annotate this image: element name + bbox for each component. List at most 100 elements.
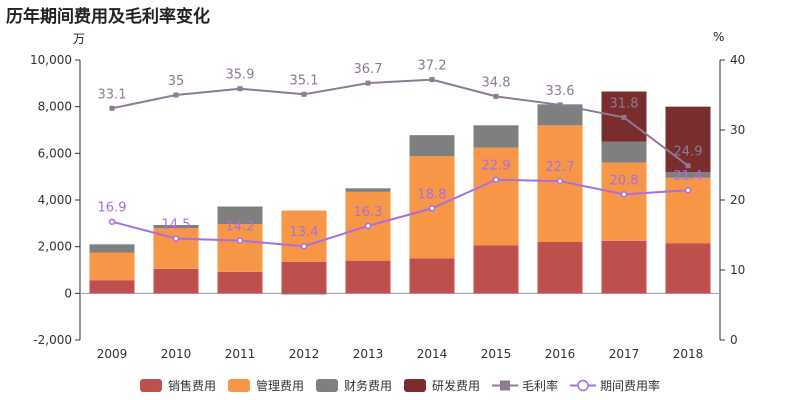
left-axis-tick-label: 6,000 xyxy=(38,146,72,160)
gross-margin-point xyxy=(621,114,627,120)
x-axis-tick-label: 2012 xyxy=(289,347,320,361)
bar-segment-1 xyxy=(281,210,327,262)
x-axis-tick-label: 2015 xyxy=(481,347,512,361)
bar-segment-0 xyxy=(281,261,327,294)
gross-margin-point xyxy=(685,163,691,169)
gross-margin-label: 35 xyxy=(168,74,185,89)
right-axis-unit: % xyxy=(713,30,725,44)
chart-title: 历年期间费用及毛利率变化 xyxy=(6,7,210,27)
right-axis-tick-label: 10 xyxy=(730,263,745,277)
x-axis-tick-label: 2009 xyxy=(97,347,128,361)
bar-segment-2 xyxy=(409,135,455,157)
x-axis-tick-label: 2011 xyxy=(225,347,256,361)
expense-ratio-label: 21.4 xyxy=(674,169,703,184)
bar-segment-0 xyxy=(89,280,135,294)
expense-ratio-point xyxy=(492,176,500,183)
expense-ratio-label: 13.4 xyxy=(290,225,319,240)
expense-ratio-point xyxy=(684,186,692,194)
right-axis-tick-label: 40 xyxy=(730,53,745,67)
right-axis-tick-label: 0 xyxy=(730,333,738,347)
gross-margin-point xyxy=(557,102,563,108)
expense-ratio-label: 18.8 xyxy=(418,187,447,202)
gross-margin-label: 34.8 xyxy=(482,75,511,90)
line-series-1 xyxy=(111,178,689,248)
gross-margin-point xyxy=(109,105,115,111)
legend-label-rnd: 研发费用 xyxy=(432,379,481,393)
gross-margin-label: 35.1 xyxy=(290,73,319,88)
expense-ratio-point xyxy=(108,218,116,225)
legend-swatch-sales xyxy=(140,379,162,392)
gross-margin-label: 24.9 xyxy=(674,145,703,160)
legend-item-expense-ratio[interactable]: 期间费用率 xyxy=(570,377,660,394)
legend-item-sales[interactable]: 销售费用 xyxy=(140,377,216,394)
legend-item-gross-margin[interactable]: 毛利率 xyxy=(492,377,558,394)
legend-item-rnd[interactable]: 研发费用 xyxy=(404,377,480,394)
legend-label-expense-ratio: 期间费用率 xyxy=(600,379,661,393)
legend-item-admin[interactable]: 管理费用 xyxy=(228,377,304,394)
bar-segment-2 xyxy=(89,244,135,253)
expense-ratio-point xyxy=(300,242,308,250)
left-axis-tick-label: 2,000 xyxy=(38,240,72,254)
x-axis-tick-label: 2013 xyxy=(353,347,384,361)
legend: 销售费用 管理费用 财务费用 研发费用 毛利率 期间费用率 xyxy=(0,377,800,397)
legend-swatch-admin xyxy=(228,379,250,392)
legend-swatch-finance xyxy=(316,379,338,392)
expense-ratio-label: 14.5 xyxy=(162,218,191,233)
bar-segment-3 xyxy=(665,106,711,172)
gross-margin-label: 33.6 xyxy=(546,84,575,99)
expense-ratio-label: 22.7 xyxy=(546,160,575,175)
gross-margin-point xyxy=(493,93,499,99)
x-axis-tick-label: 2016 xyxy=(545,347,576,361)
legend-label-admin: 管理费用 xyxy=(256,379,305,393)
bar-segment-1 xyxy=(89,252,135,281)
legend-label-finance: 财务费用 xyxy=(344,379,393,393)
bar-segment-0 xyxy=(153,268,199,294)
legend-line-square-icon xyxy=(492,380,518,391)
left-axis-tick-label: -2,000 xyxy=(33,333,72,347)
x-axis-tick-label: 2018 xyxy=(673,347,704,361)
gross-margin-point xyxy=(173,92,179,98)
bar-segment-2 xyxy=(601,141,647,163)
gross-margin-point xyxy=(237,86,243,92)
bar-segment-1 xyxy=(473,147,519,246)
expense-ratio-label: 14.2 xyxy=(226,220,255,235)
gross-margin-point xyxy=(429,77,435,83)
right-axis-tick-label: 30 xyxy=(730,123,745,137)
expense-ratio-label: 16.3 xyxy=(354,205,383,220)
line-series-0 xyxy=(111,78,689,167)
left-axis-unit: 万 xyxy=(73,32,86,46)
gross-margin-point xyxy=(365,80,371,86)
x-axis-tick-label: 2010 xyxy=(161,347,192,361)
gross-margin-point xyxy=(301,91,307,97)
expense-ratio-label: 16.9 xyxy=(98,201,127,216)
bar-segment-2 xyxy=(665,172,711,178)
bar-segment-0 xyxy=(473,245,519,294)
legend-item-finance[interactable]: 财务费用 xyxy=(316,377,392,394)
right-axis-tick-label: 20 xyxy=(730,193,745,207)
bar-segment-0 xyxy=(601,240,647,294)
bar-segment-2 xyxy=(281,293,327,295)
x-axis-tick-label: 2017 xyxy=(609,347,640,361)
expense-ratio-point xyxy=(364,222,372,230)
bar-segment-0 xyxy=(217,271,263,294)
legend-line-circle-icon xyxy=(570,379,596,392)
legend-label-gross-margin: 毛利率 xyxy=(522,379,559,393)
left-axis-tick-label: 10,000 xyxy=(30,53,72,67)
bar-segment-0 xyxy=(665,243,711,294)
expense-ratio-point xyxy=(620,191,628,198)
bar-segment-1 xyxy=(217,224,263,272)
bar-segment-2 xyxy=(537,104,583,126)
gross-margin-label: 35.9 xyxy=(226,68,255,83)
left-axis-tick-label: 0 xyxy=(64,286,72,300)
legend-swatch-rnd xyxy=(404,379,426,392)
gross-margin-label: 36.7 xyxy=(354,62,383,77)
bar-segment-2 xyxy=(217,206,263,225)
x-axis-tick-label: 2014 xyxy=(417,347,448,361)
gross-margin-label: 31.8 xyxy=(610,96,639,111)
expense-ratio-point xyxy=(236,237,244,244)
expense-ratio-point xyxy=(428,205,436,212)
bar-segment-1 xyxy=(601,162,647,241)
bar-segment-0 xyxy=(537,242,583,294)
expense-ratio-point xyxy=(172,235,180,242)
bar-segment-2 xyxy=(473,125,519,148)
